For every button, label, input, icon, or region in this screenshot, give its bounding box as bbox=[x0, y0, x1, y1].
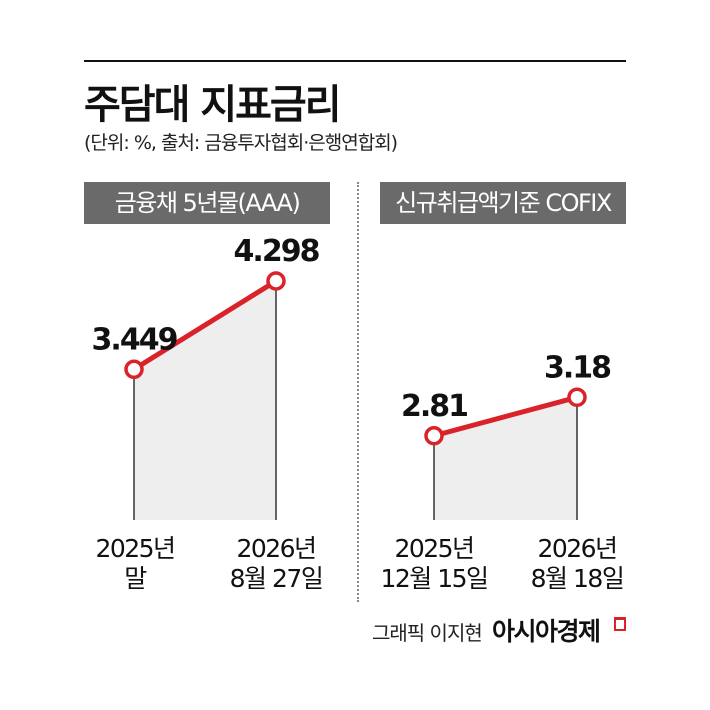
top-rule bbox=[84, 60, 626, 62]
chart-1-x-label-1: 2025년 말 bbox=[95, 534, 176, 593]
chart-2-point-2 bbox=[567, 387, 587, 408]
chart-2-value-label-2: 3.18 bbox=[544, 350, 611, 385]
chart-1-x-label-2: 2026년 8월 27일 bbox=[229, 534, 324, 593]
chart-2-series-line bbox=[431, 394, 580, 439]
page-title: 주담대 지표금리 bbox=[84, 82, 342, 128]
chart-2-value-label-1: 2.81 bbox=[401, 389, 467, 424]
chart-2-x-label-1: 2025년 12월 15일 bbox=[380, 534, 489, 593]
panel-divider bbox=[357, 182, 359, 602]
graphic-credit: 그래픽 이지현 bbox=[372, 621, 483, 645]
chart-2-title: 신규취급액기준 COFIX bbox=[380, 182, 626, 224]
chart-1-point-2 bbox=[266, 271, 286, 291]
brand-corner-mark-icon bbox=[613, 617, 626, 631]
page-subtitle: (단위: %, 출처: 금융투자협회·은행연합회) bbox=[84, 132, 398, 154]
chart-1-value-label-2: 4.298 bbox=[234, 234, 320, 269]
brand-logo-text: 아시아경제 bbox=[492, 617, 601, 646]
chart-1-point-1 bbox=[124, 359, 144, 380]
chart-2-point-1 bbox=[424, 426, 444, 446]
chart-1-title: 금융채 5년물(AAA) bbox=[84, 182, 330, 224]
chart-1-value-label-1: 3.449 bbox=[92, 322, 177, 357]
chart-2-x-label-2: 2026년 8월 18일 bbox=[530, 534, 625, 593]
chart-1-area bbox=[134, 281, 276, 520]
chart-1-series-line bbox=[131, 278, 279, 372]
